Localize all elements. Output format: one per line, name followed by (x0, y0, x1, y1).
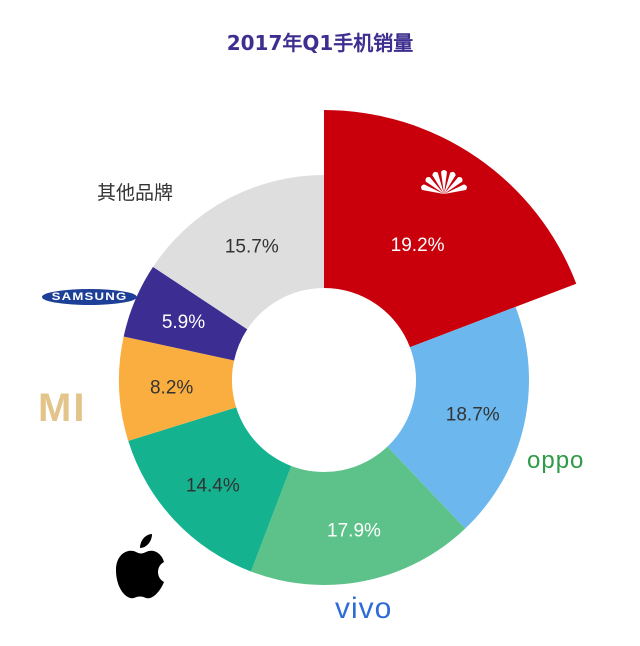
oppo-logo-icon: oppo (527, 447, 585, 474)
value-label-4: 8.2% (150, 378, 193, 399)
others-label: 其他品牌 (97, 183, 174, 204)
vivo-logo-icon: vivo (335, 592, 393, 625)
samsung-logo-icon: SAMSUNG (42, 289, 138, 305)
value-labels-group: 19.2% 18.7% 17.9% 14.4% 8.2% 5.9% 15.7% (150, 235, 500, 541)
apple-logo-icon (116, 534, 164, 599)
slice-samsung (123, 266, 248, 361)
value-label-6: 15.7% (225, 237, 279, 258)
value-label-1: 18.7% (446, 405, 500, 426)
huawei-logo-icon (421, 170, 467, 194)
value-label-0: 19.2% (391, 235, 445, 256)
value-label-2: 17.9% (327, 521, 381, 542)
slice-vivo (250, 446, 466, 585)
mi-logo-icon: MI (38, 386, 87, 430)
slice-其他品牌 (153, 175, 324, 330)
slice-apple (128, 407, 292, 572)
slices-group (119, 110, 577, 585)
slice-oppo (387, 306, 529, 529)
chart-title: 2017年Q1手机销量 (226, 31, 414, 55)
slice-huawei (324, 110, 577, 348)
value-label-5: 5.9% (162, 312, 205, 333)
slice-xiaomi (119, 336, 237, 441)
value-label-3: 14.4% (186, 475, 240, 496)
